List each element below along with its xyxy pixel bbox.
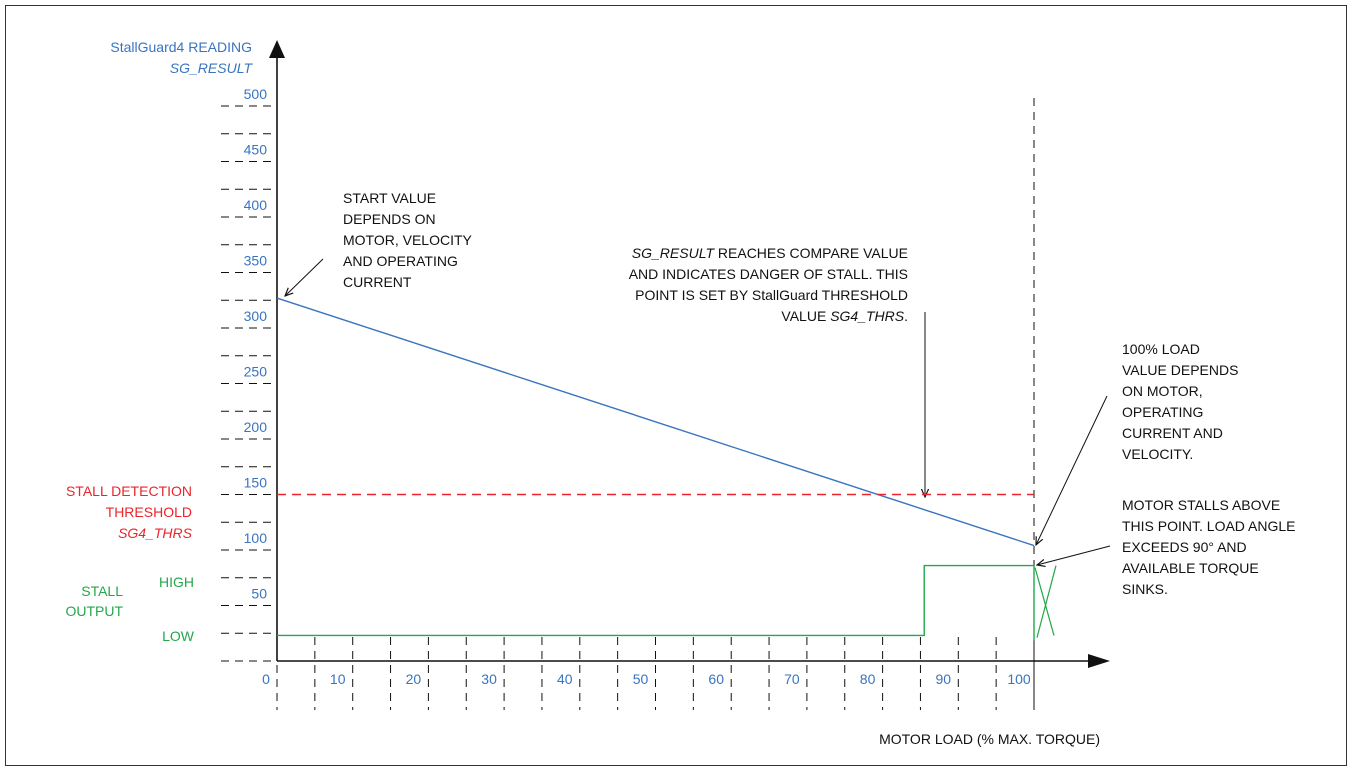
stall-annotation: MOTOR STALLS ABOVE THIS POINT. LOAD ANGL…: [1122, 497, 1296, 597]
y-tick-label: 450: [244, 142, 268, 158]
stall-output-cross-1: [1034, 567, 1055, 636]
x-tick-label: 40: [557, 671, 573, 687]
stall-output-label-1: STALL: [81, 583, 123, 599]
start-value-annotation: START VALUE DEPENDS ON MOTOR, VELOCITY A…: [343, 190, 473, 290]
start-value-line-5: CURRENT: [343, 274, 412, 290]
start-value-line-1: START VALUE: [343, 190, 436, 206]
sg_result-series-line: [276, 297, 1035, 547]
full-load-line-1: 100% LOAD: [1122, 341, 1200, 357]
compare-line-4: VALUE SG4_THRS.: [781, 308, 908, 324]
stall-line-5: SINKS.: [1122, 581, 1168, 597]
compare-line-4-b: .: [904, 308, 908, 324]
x-tick-label: 30: [481, 671, 497, 687]
y-tick-label: 350: [244, 253, 268, 269]
threshold-label-1: STALL DETECTION: [66, 483, 192, 499]
full-load-line-4: OPERATING: [1122, 404, 1203, 420]
x-axis-arrowhead: [1088, 654, 1110, 668]
x-tick-label: 10: [330, 671, 346, 687]
full-load-line-6: VELOCITY.: [1122, 446, 1193, 462]
threshold-sublabel: SG4_THRS: [118, 525, 193, 541]
stall-line-2: THIS POINT. LOAD ANGLE: [1122, 518, 1296, 534]
stall-output-label-2: OUTPUT: [65, 603, 123, 619]
y-tick-label: 250: [244, 364, 268, 380]
stall-high-label: HIGH: [159, 574, 194, 590]
stall-line-1: MOTOR STALLS ABOVE: [1122, 497, 1280, 513]
x-axis-title: MOTOR LOAD (% MAX. TORQUE): [879, 731, 1100, 747]
start-value-line-2: DEPENDS ON: [343, 211, 436, 227]
compare-line-4-a: VALUE: [781, 308, 830, 324]
stall-output-cross-2: [1036, 565, 1057, 638]
x-tick-label: 0: [262, 671, 270, 687]
x-tick-label: 100: [1007, 671, 1031, 687]
y-tick-label: 150: [244, 475, 268, 491]
start-value-line-3: MOTOR, VELOCITY: [343, 232, 473, 248]
y-axis-arrowhead: [269, 40, 285, 58]
full-load-annotation: 100% LOAD VALUE DEPENDS ON MOTOR, OPERAT…: [1122, 341, 1238, 462]
figure-frame: [5, 5, 1347, 766]
compare-line-1-rest: REACHES COMPARE VALUE: [714, 245, 908, 261]
compare-sg4-thrs: SG4_THRS: [830, 308, 905, 324]
y-tick-label: 300: [244, 308, 268, 324]
compare-annotation: SG_RESULT REACHES COMPARE VALUE AND INDI…: [629, 245, 908, 324]
compare-line-1: SG_RESULT REACHES COMPARE VALUE: [632, 245, 908, 261]
stall-arrow: [1037, 545, 1111, 565]
y-tick-label: 200: [244, 419, 268, 435]
full-load-line-3: ON MOTOR,: [1122, 383, 1203, 399]
stall-line-3: EXCEEDS 90° AND: [1122, 539, 1247, 555]
start-value-line-4: AND OPERATING: [343, 253, 458, 269]
x-tick-label: 60: [708, 671, 724, 687]
threshold-label-2: THRESHOLD: [106, 504, 192, 520]
stall-line-4: AVAILABLE TORQUE: [1122, 560, 1259, 576]
y-tick-label: 50: [251, 586, 267, 602]
stall_output-series-line: [277, 564, 1034, 637]
full-load-line-5: CURRENT AND: [1122, 425, 1223, 441]
start-value-arrow: [285, 258, 324, 296]
x-tick-label: 20: [406, 671, 422, 687]
compare-line-3: POINT IS SET BY StallGuard THRESHOLD: [635, 287, 908, 303]
stall-low-label: LOW: [162, 628, 195, 644]
full-load-arrow: [1036, 395, 1108, 545]
compare-line-2: AND INDICATES DANGER OF STALL. THIS: [629, 266, 908, 282]
y-tick-label: 100: [244, 530, 268, 546]
compare-sg-result: SG_RESULT: [632, 245, 716, 261]
y-tick-label: 400: [244, 197, 268, 213]
x-tick-label: 80: [860, 671, 876, 687]
x-tick-label: 50: [633, 671, 649, 687]
x-tick-label: 90: [936, 671, 952, 687]
y-axis-subtitle: SG_RESULT: [170, 60, 254, 76]
x-tick-label: 70: [784, 671, 800, 687]
full-load-line-2: VALUE DEPENDS: [1122, 362, 1238, 378]
y-axis-title: StallGuard4 READING: [110, 39, 252, 55]
y-tick-label: 500: [244, 86, 268, 102]
